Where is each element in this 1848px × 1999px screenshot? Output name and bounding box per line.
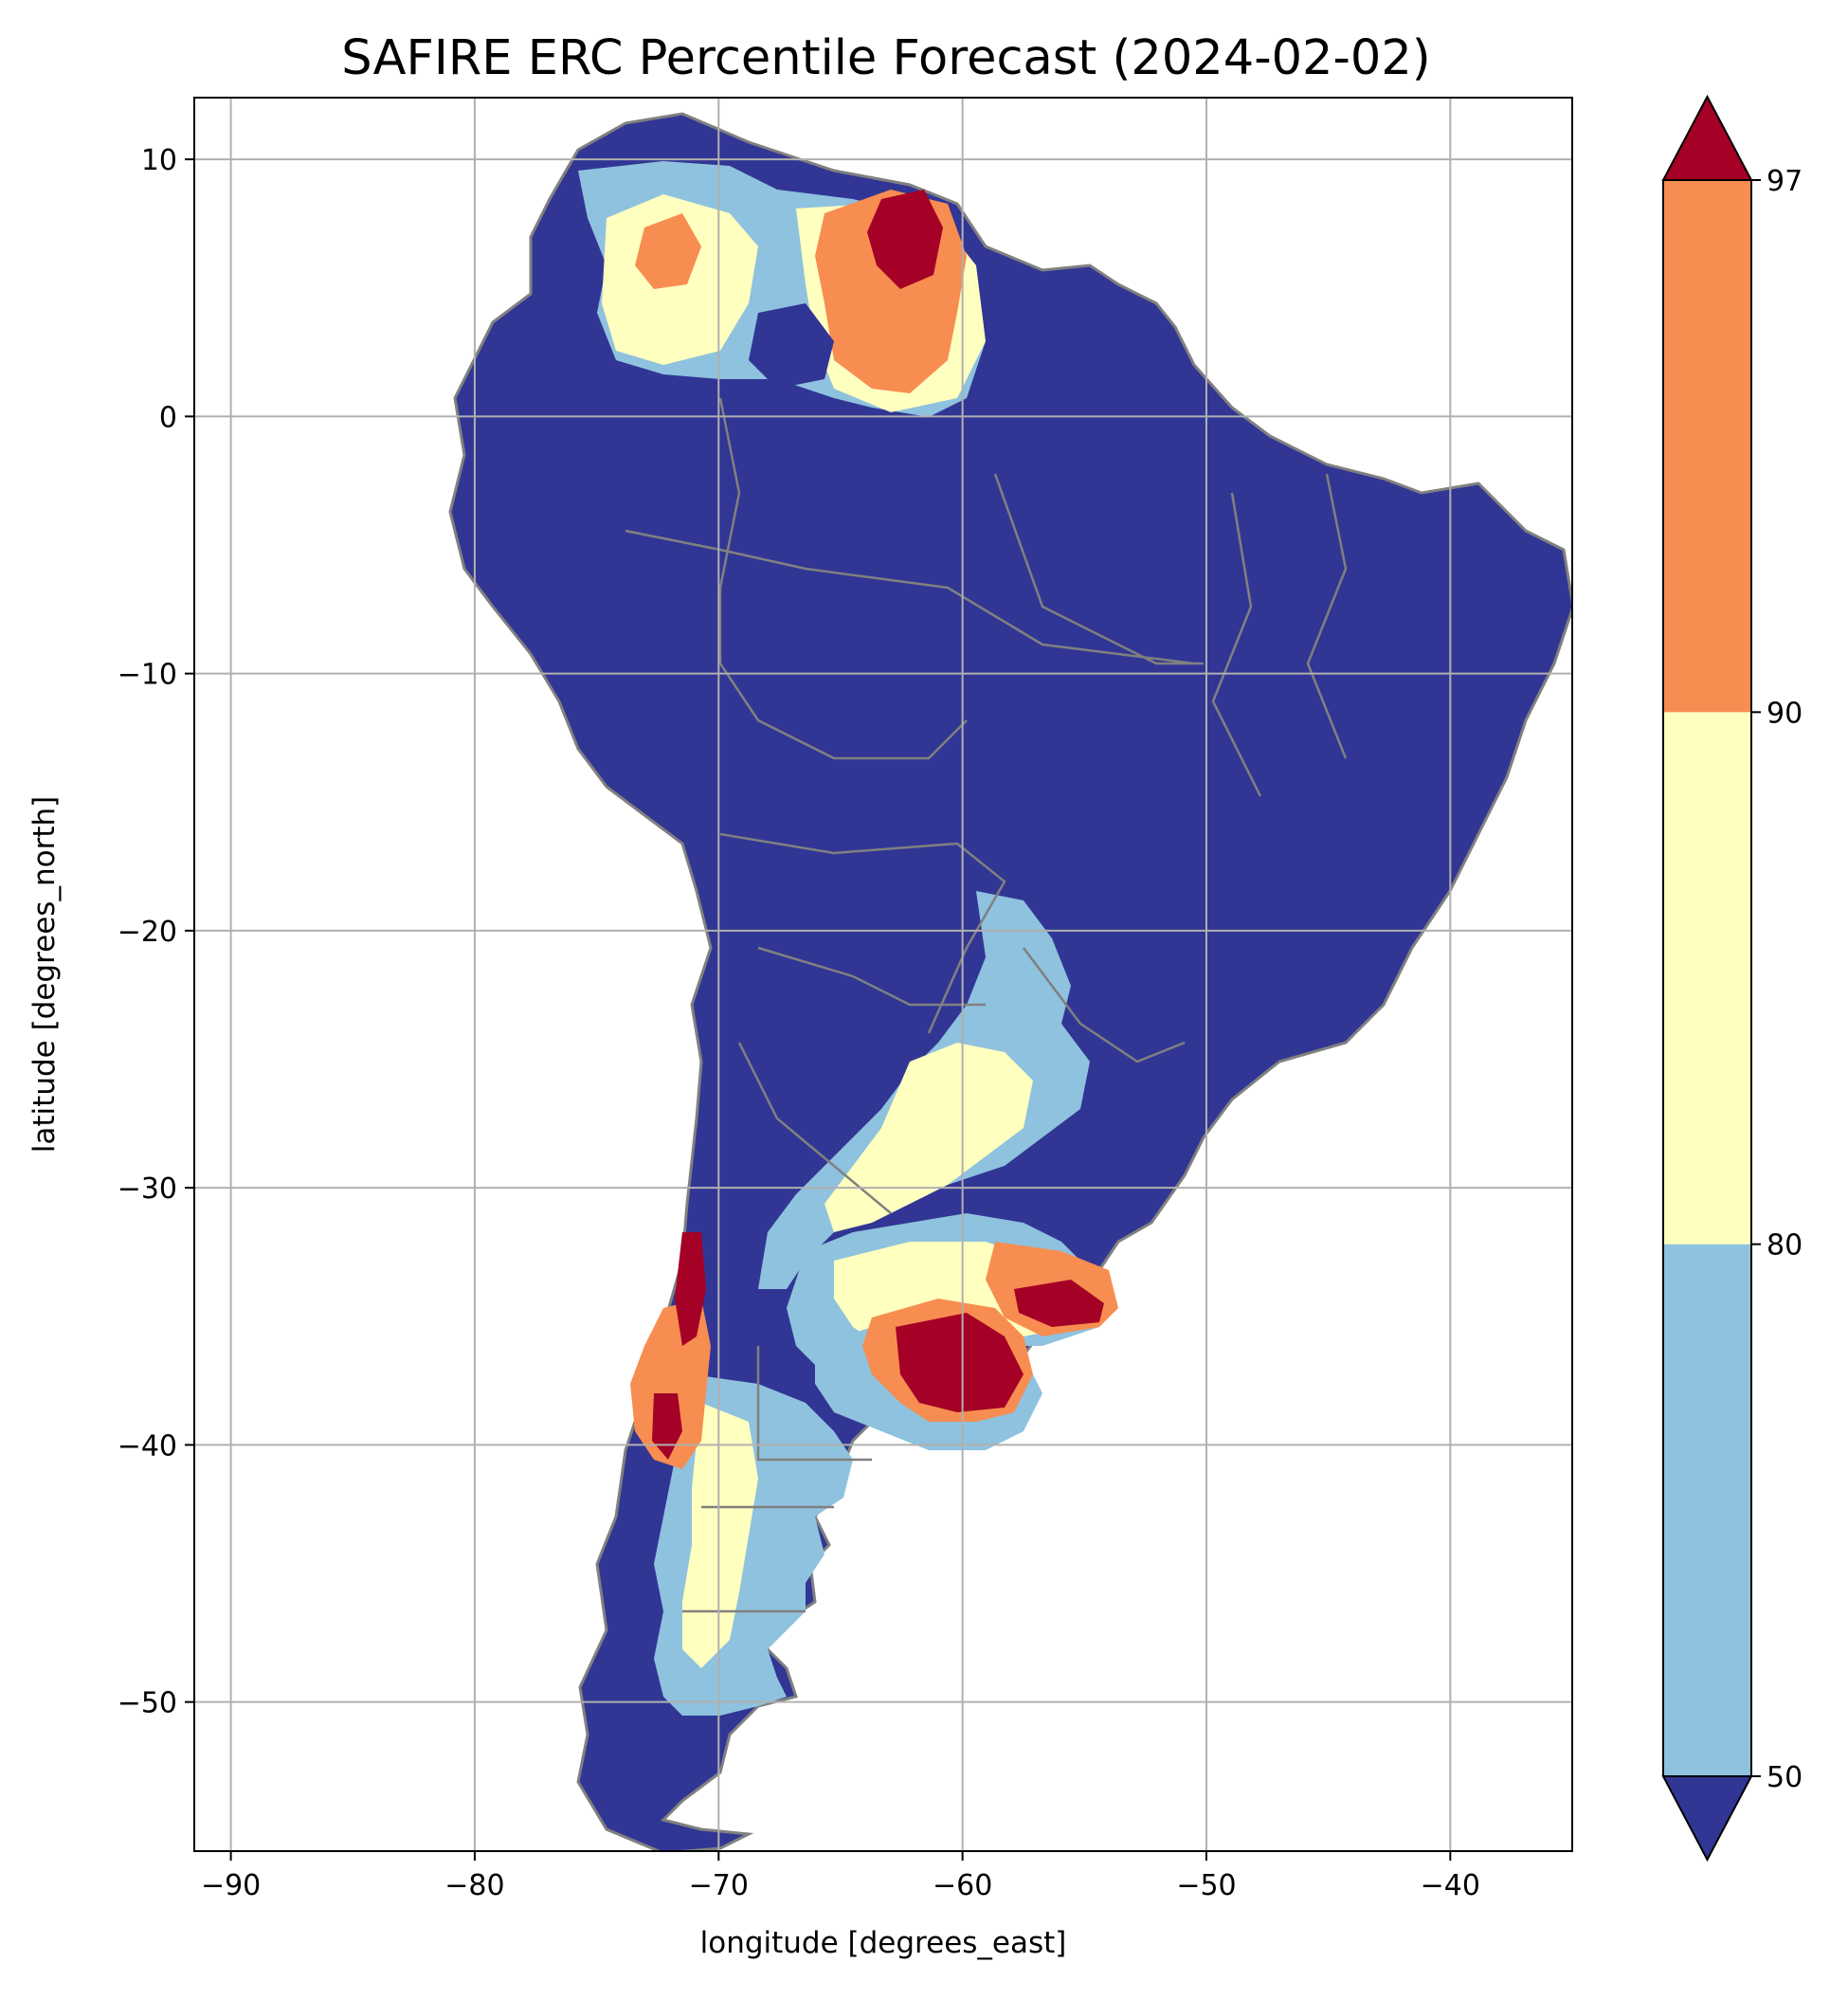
region-uruguay-over-97	[1014, 1280, 1104, 1327]
country-borders	[625, 397, 1348, 1613]
colorbar-segment	[1663, 712, 1751, 1245]
y-tick-label: −50	[118, 1687, 177, 1720]
y-tick-label: −40	[118, 1429, 177, 1463]
x-axis: −90 −80 −70 −60 −50 −40	[201, 1851, 1480, 1902]
region-colombia-90-97	[635, 213, 701, 289]
y-axis-label: latitude [degrees_north]	[27, 796, 62, 1153]
x-tick-label: −80	[444, 1869, 504, 1902]
colorbar-tick-label: 80	[1766, 1229, 1803, 1263]
region-north-blue-hole	[749, 303, 834, 389]
region-buenos-aires-over-97	[896, 1313, 1024, 1412]
plot-frame	[193, 97, 1573, 1852]
chart-title: SAFIRE ERC Percentile Forecast (2024-02-…	[341, 30, 1430, 86]
region-chile-90-97	[630, 1299, 711, 1469]
colorbar-segment	[1663, 180, 1751, 713]
forecast-map	[448, 112, 1572, 1851]
grid-lines	[194, 98, 1572, 1851]
y-axis: 10 0 −10 −20 −30 −40 −50	[118, 144, 194, 1720]
region-north-argentina-80-90	[824, 1043, 1033, 1232]
colorbar-extend-over	[1661, 94, 1753, 181]
colorbar-frame	[1662, 179, 1752, 1777]
x-axis-label: longitude [degrees_east]	[700, 1926, 1067, 1960]
y-tick-label: −20	[118, 916, 177, 949]
x-tick-label: −60	[933, 1869, 992, 1902]
region-venezuela-over-97	[867, 190, 943, 289]
colorbar: 50 80 90 97	[1661, 94, 1803, 1863]
y-tick-label: −30	[118, 1172, 177, 1206]
x-tick-label: −50	[1176, 1869, 1236, 1902]
colorbar-extend-under	[1661, 1775, 1753, 1863]
colorbar-tick-label: 50	[1766, 1761, 1803, 1794]
colorbar-tick-label: 90	[1766, 697, 1803, 730]
region-patagonia-80-90	[682, 1403, 758, 1668]
y-tick-label: 0	[159, 401, 177, 434]
x-tick-label: −70	[689, 1869, 749, 1902]
region-chile-south-over-97	[652, 1393, 682, 1460]
colorbar-segment	[1663, 1244, 1751, 1776]
x-tick-label: −40	[1421, 1869, 1480, 1902]
region-chile-over-97	[675, 1232, 706, 1346]
y-tick-label: 10	[141, 144, 177, 177]
y-tick-label: −10	[118, 659, 177, 692]
x-tick-label: −90	[201, 1869, 261, 1902]
colorbar-tick-label: 97	[1766, 165, 1803, 198]
